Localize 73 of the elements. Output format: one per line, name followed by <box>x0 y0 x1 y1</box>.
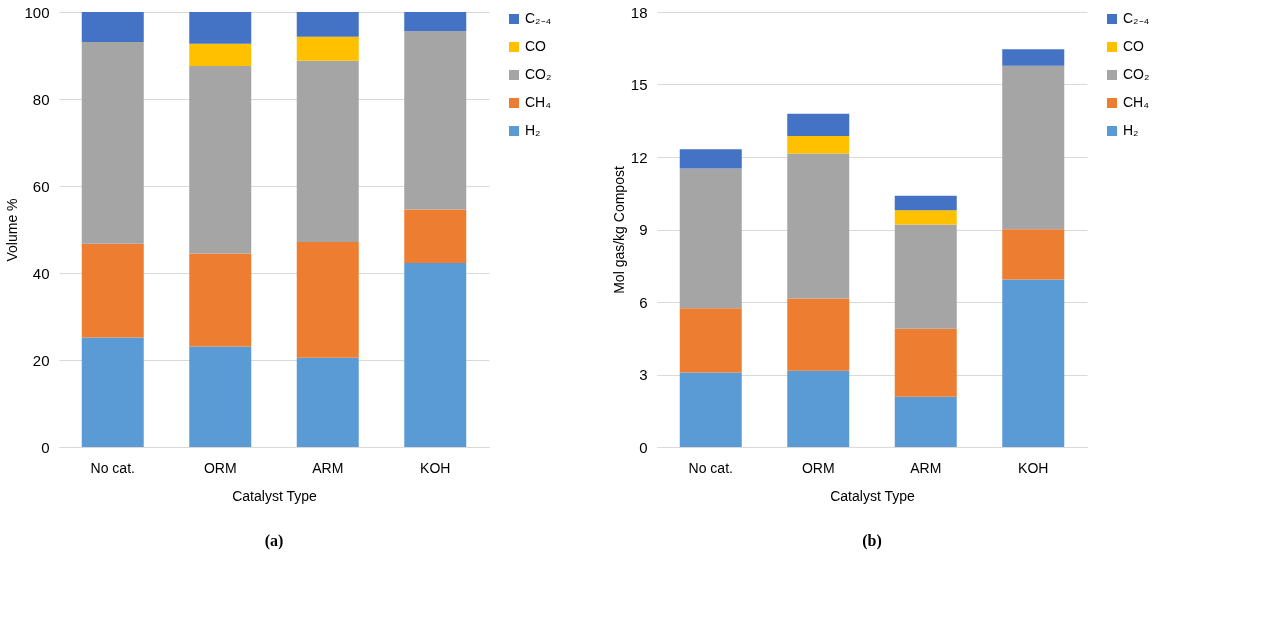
bar <box>189 253 252 347</box>
bar <box>787 113 850 136</box>
legend-label: CO₂ <box>1123 66 1150 82</box>
legend-label: CH₄ <box>525 94 552 110</box>
legend-label: CO <box>1123 38 1145 54</box>
y-tick-label: 12 <box>630 148 648 166</box>
bar <box>404 209 467 263</box>
y-tick-label: 9 <box>639 221 648 238</box>
bar <box>189 65 252 254</box>
bar <box>404 263 467 447</box>
bar <box>81 12 144 43</box>
y-tick-label: 18 <box>630 3 648 21</box>
bar <box>1002 49 1065 66</box>
y-tick-label: 100 <box>24 3 50 21</box>
y-tick-label: 15 <box>630 76 648 93</box>
bar <box>679 372 742 447</box>
y-tick-label: 60 <box>32 177 50 195</box>
y-axis-title: Volume % <box>4 198 21 262</box>
bar <box>1002 229 1065 280</box>
y-tick-label: 80 <box>32 90 50 108</box>
x-tick-label: KOH <box>420 459 451 476</box>
bar <box>787 153 850 299</box>
x-tick-label: KOH <box>1018 459 1049 476</box>
bar <box>189 43 252 66</box>
x-axis-title: Catalyst Type <box>830 487 915 504</box>
y-tick-label: 6 <box>639 293 648 311</box>
bar <box>81 337 144 447</box>
legend-label: C₂₋₄ <box>1123 10 1150 26</box>
bar <box>296 36 359 61</box>
bar <box>679 308 742 373</box>
legend-label: CO <box>525 38 547 54</box>
x-axis-title: Catalyst Type <box>232 487 317 504</box>
bar <box>787 370 850 447</box>
bar <box>679 149 742 169</box>
bar <box>894 396 957 447</box>
x-tick-label: ORM <box>203 459 237 476</box>
bar <box>894 210 957 225</box>
bar <box>296 60 359 243</box>
bar <box>189 346 252 447</box>
x-tick-label: No cat. <box>688 459 733 476</box>
y-tick-label: 3 <box>639 366 648 383</box>
y-axis-title: Mol gas/kg Compost <box>610 166 627 294</box>
bar <box>404 31 467 210</box>
x-tick-label: No cat. <box>90 459 135 476</box>
y-tick-label: 0 <box>639 438 648 456</box>
bar <box>296 12 359 37</box>
bar <box>787 298 850 371</box>
bar <box>296 242 359 358</box>
text: (b) <box>862 532 882 550</box>
bar <box>894 328 957 397</box>
bar <box>81 42 144 244</box>
x-tick-label: ORM <box>801 459 835 476</box>
bar <box>679 168 742 309</box>
bar <box>1002 279 1065 447</box>
text: (a) <box>264 532 284 550</box>
bar <box>296 357 359 447</box>
legend-label: CH₄ <box>1123 94 1150 110</box>
legend-label: C₂₋₄ <box>525 10 552 26</box>
y-tick-label: 40 <box>32 264 50 282</box>
y-tick-label: 20 <box>32 351 50 369</box>
bar <box>1002 65 1065 230</box>
y-tick-label: 0 <box>41 438 50 456</box>
x-tick-label: ARM <box>910 459 942 476</box>
bar <box>894 195 957 211</box>
x-tick-label: ARM <box>312 459 344 476</box>
bar <box>404 12 467 32</box>
bar <box>81 243 144 338</box>
bar <box>787 135 850 154</box>
legend-label: H₂ <box>1123 122 1139 138</box>
bar <box>894 224 957 329</box>
bar <box>189 12 252 44</box>
legend-label: H₂ <box>525 122 541 138</box>
legend-label: CO₂ <box>525 66 552 82</box>
